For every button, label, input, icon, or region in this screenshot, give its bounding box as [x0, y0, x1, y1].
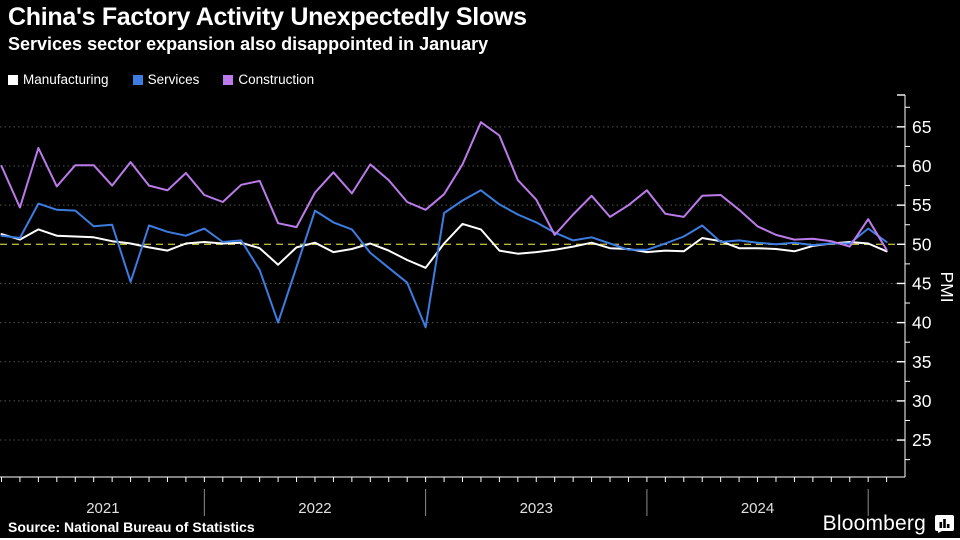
- bloomberg-wordmark: Bloomberg: [822, 512, 926, 535]
- y-tick-label-55: 55: [912, 195, 931, 215]
- y-tick-label-40: 40: [912, 313, 932, 333]
- legend-label: Manufacturing: [23, 72, 109, 87]
- legend-label: Construction: [238, 72, 315, 87]
- construction-swatch-icon: [223, 74, 234, 85]
- legend-item-services: Services: [132, 72, 200, 87]
- y-tick-label-35: 35: [912, 352, 931, 372]
- legend-item-construction: Construction: [223, 72, 314, 87]
- source-credit: Source: National Bureau of Statistics: [8, 519, 255, 535]
- chart-legend: Manufacturing Services Construction: [8, 72, 314, 87]
- series-line-services: [0, 189, 888, 329]
- y-tick-label-25: 25: [912, 430, 931, 450]
- year-label-2023: 2023: [520, 500, 553, 517]
- y-tick-label-45: 45: [912, 273, 931, 293]
- manufacturing-swatch-icon: [8, 74, 18, 85]
- bloomberg-branding: Bloomberg: [823, 512, 954, 536]
- series-line-manufacturing: [0, 222, 888, 269]
- bottom-divider: [0, 538, 960, 540]
- year-label-2021: 2021: [86, 500, 119, 517]
- year-label-2022: 2022: [298, 500, 331, 517]
- year-label-2024: 2024: [741, 500, 774, 517]
- page-subtitle: Services sector expansion also disappoin…: [8, 34, 489, 54]
- y-tick-label-30: 30: [912, 391, 932, 411]
- series-line-construction: [0, 121, 888, 251]
- legend-label: Services: [147, 72, 200, 87]
- y-tick-label-50: 50: [912, 234, 932, 254]
- legend-item-manufacturing: Manufacturing: [8, 72, 109, 87]
- services-swatch-icon: [132, 74, 143, 85]
- bloomberg-chart-badge-icon: [935, 515, 954, 533]
- y-axis-title: PMI: [937, 271, 957, 302]
- page-title: China's Factory Activity Unexpectedly Sl…: [8, 3, 527, 31]
- y-tick-label-65: 65: [912, 117, 931, 137]
- y-tick-label-60: 60: [912, 156, 932, 176]
